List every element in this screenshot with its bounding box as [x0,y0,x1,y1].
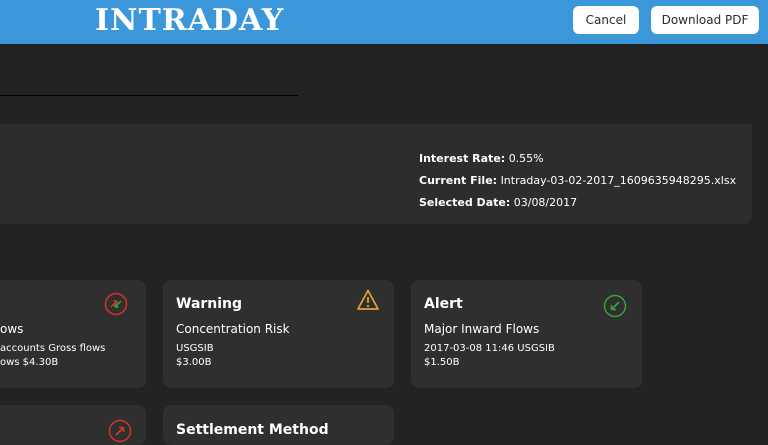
current-file-row: Current File: Intraday-03-02-2017_160963… [419,173,736,189]
outflow-card[interactable] [0,405,146,445]
top-bar: INTRADAY Cancel Download PDF [0,0,768,44]
info-panel [0,124,752,224]
inward-arrow-icon [603,294,627,318]
interest-rate-label: Interest Rate: [419,152,506,165]
card-value-line: $1.50B [424,357,460,368]
flows-card[interactable]: ows accounts Gross flows ows $4.30B [0,280,146,388]
card-detail-line: USGSIB [176,343,214,354]
alert-card[interactable]: Alert Major Inward Flows 2017-03-08 11:4… [411,280,642,388]
interest-rate-row: Interest Rate: 0.55% [419,151,544,167]
selected-date-row: Selected Date: 03/08/2017 [419,195,577,211]
selected-date-label: Selected Date: [419,196,511,209]
card-detail-line: 2017-03-08 11:46 USGSIB [424,343,555,354]
warning-card[interactable]: Warning Concentration Risk USGSIB $3.00B [163,280,394,388]
card-title: Alert [424,296,463,312]
interest-rate-value: 0.55% [508,152,544,165]
cancel-button[interactable]: Cancel [573,6,639,34]
brand-logo: INTRADAY [95,3,285,38]
card-title: Settlement Method [176,422,329,438]
card-detail-line: accounts Gross flows [0,343,106,354]
card-subtitle: ows [0,322,24,336]
flows-arrows-icon [104,292,128,316]
current-file-label: Current File: [419,174,498,187]
card-subtitle: Major Inward Flows [424,322,540,336]
input-underline [0,95,298,96]
card-value-line: $3.00B [176,357,212,368]
selected-date-value: 03/08/2017 [513,196,578,209]
settlement-method-card[interactable]: Settlement Method [163,405,394,445]
card-title: Warning [176,296,243,312]
current-file-value: Intraday-03-02-2017_1609635948295.xlsx [500,174,737,187]
warning-triangle-icon [357,289,379,310]
card-value-line: ows $4.30B [0,357,59,368]
outward-arrow-icon [108,419,132,443]
download-pdf-button[interactable]: Download PDF [651,6,759,34]
card-subtitle: Concentration Risk [176,322,290,336]
